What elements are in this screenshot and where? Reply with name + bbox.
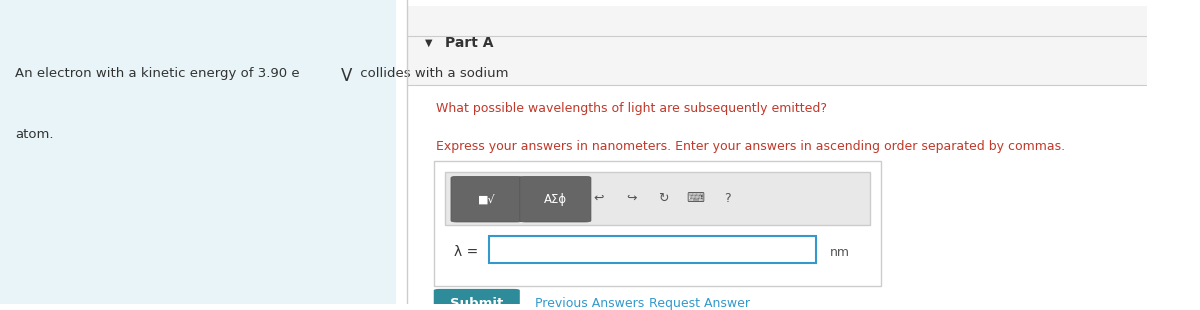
- FancyBboxPatch shape: [433, 289, 520, 310]
- FancyBboxPatch shape: [407, 6, 1147, 85]
- FancyBboxPatch shape: [488, 236, 816, 263]
- Text: V: V: [341, 67, 352, 85]
- Text: ↪: ↪: [626, 192, 636, 205]
- Text: AΣϕ: AΣϕ: [544, 193, 566, 206]
- Text: Request Answer: Request Answer: [649, 297, 750, 310]
- Text: collides with a sodium: collides with a sodium: [355, 67, 509, 80]
- FancyBboxPatch shape: [520, 176, 590, 222]
- Text: atom.: atom.: [14, 128, 54, 141]
- FancyBboxPatch shape: [433, 161, 881, 286]
- Text: ↻: ↻: [658, 192, 668, 205]
- Text: nm: nm: [829, 246, 850, 259]
- Text: Submit: Submit: [450, 297, 504, 310]
- Text: ▼: ▼: [425, 38, 432, 47]
- Text: An electron with a kinetic energy of 3.90 e: An electron with a kinetic energy of 3.9…: [14, 67, 300, 80]
- Text: Express your answers in nanometers. Enter your answers in ascending order separa: Express your answers in nanometers. Ente…: [436, 140, 1066, 153]
- Text: ⌨: ⌨: [686, 192, 704, 205]
- Text: ?: ?: [724, 192, 731, 205]
- Text: λ =: λ =: [455, 246, 479, 259]
- Text: Previous Answers: Previous Answers: [535, 297, 644, 310]
- FancyBboxPatch shape: [451, 176, 522, 222]
- Text: ■√: ■√: [478, 194, 496, 204]
- FancyBboxPatch shape: [0, 0, 396, 304]
- Text: What possible wavelengths of light are subsequently emitted?: What possible wavelengths of light are s…: [436, 102, 827, 115]
- Text: ↩: ↩: [594, 192, 605, 205]
- Text: Part A: Part A: [445, 36, 493, 50]
- FancyBboxPatch shape: [445, 172, 870, 225]
